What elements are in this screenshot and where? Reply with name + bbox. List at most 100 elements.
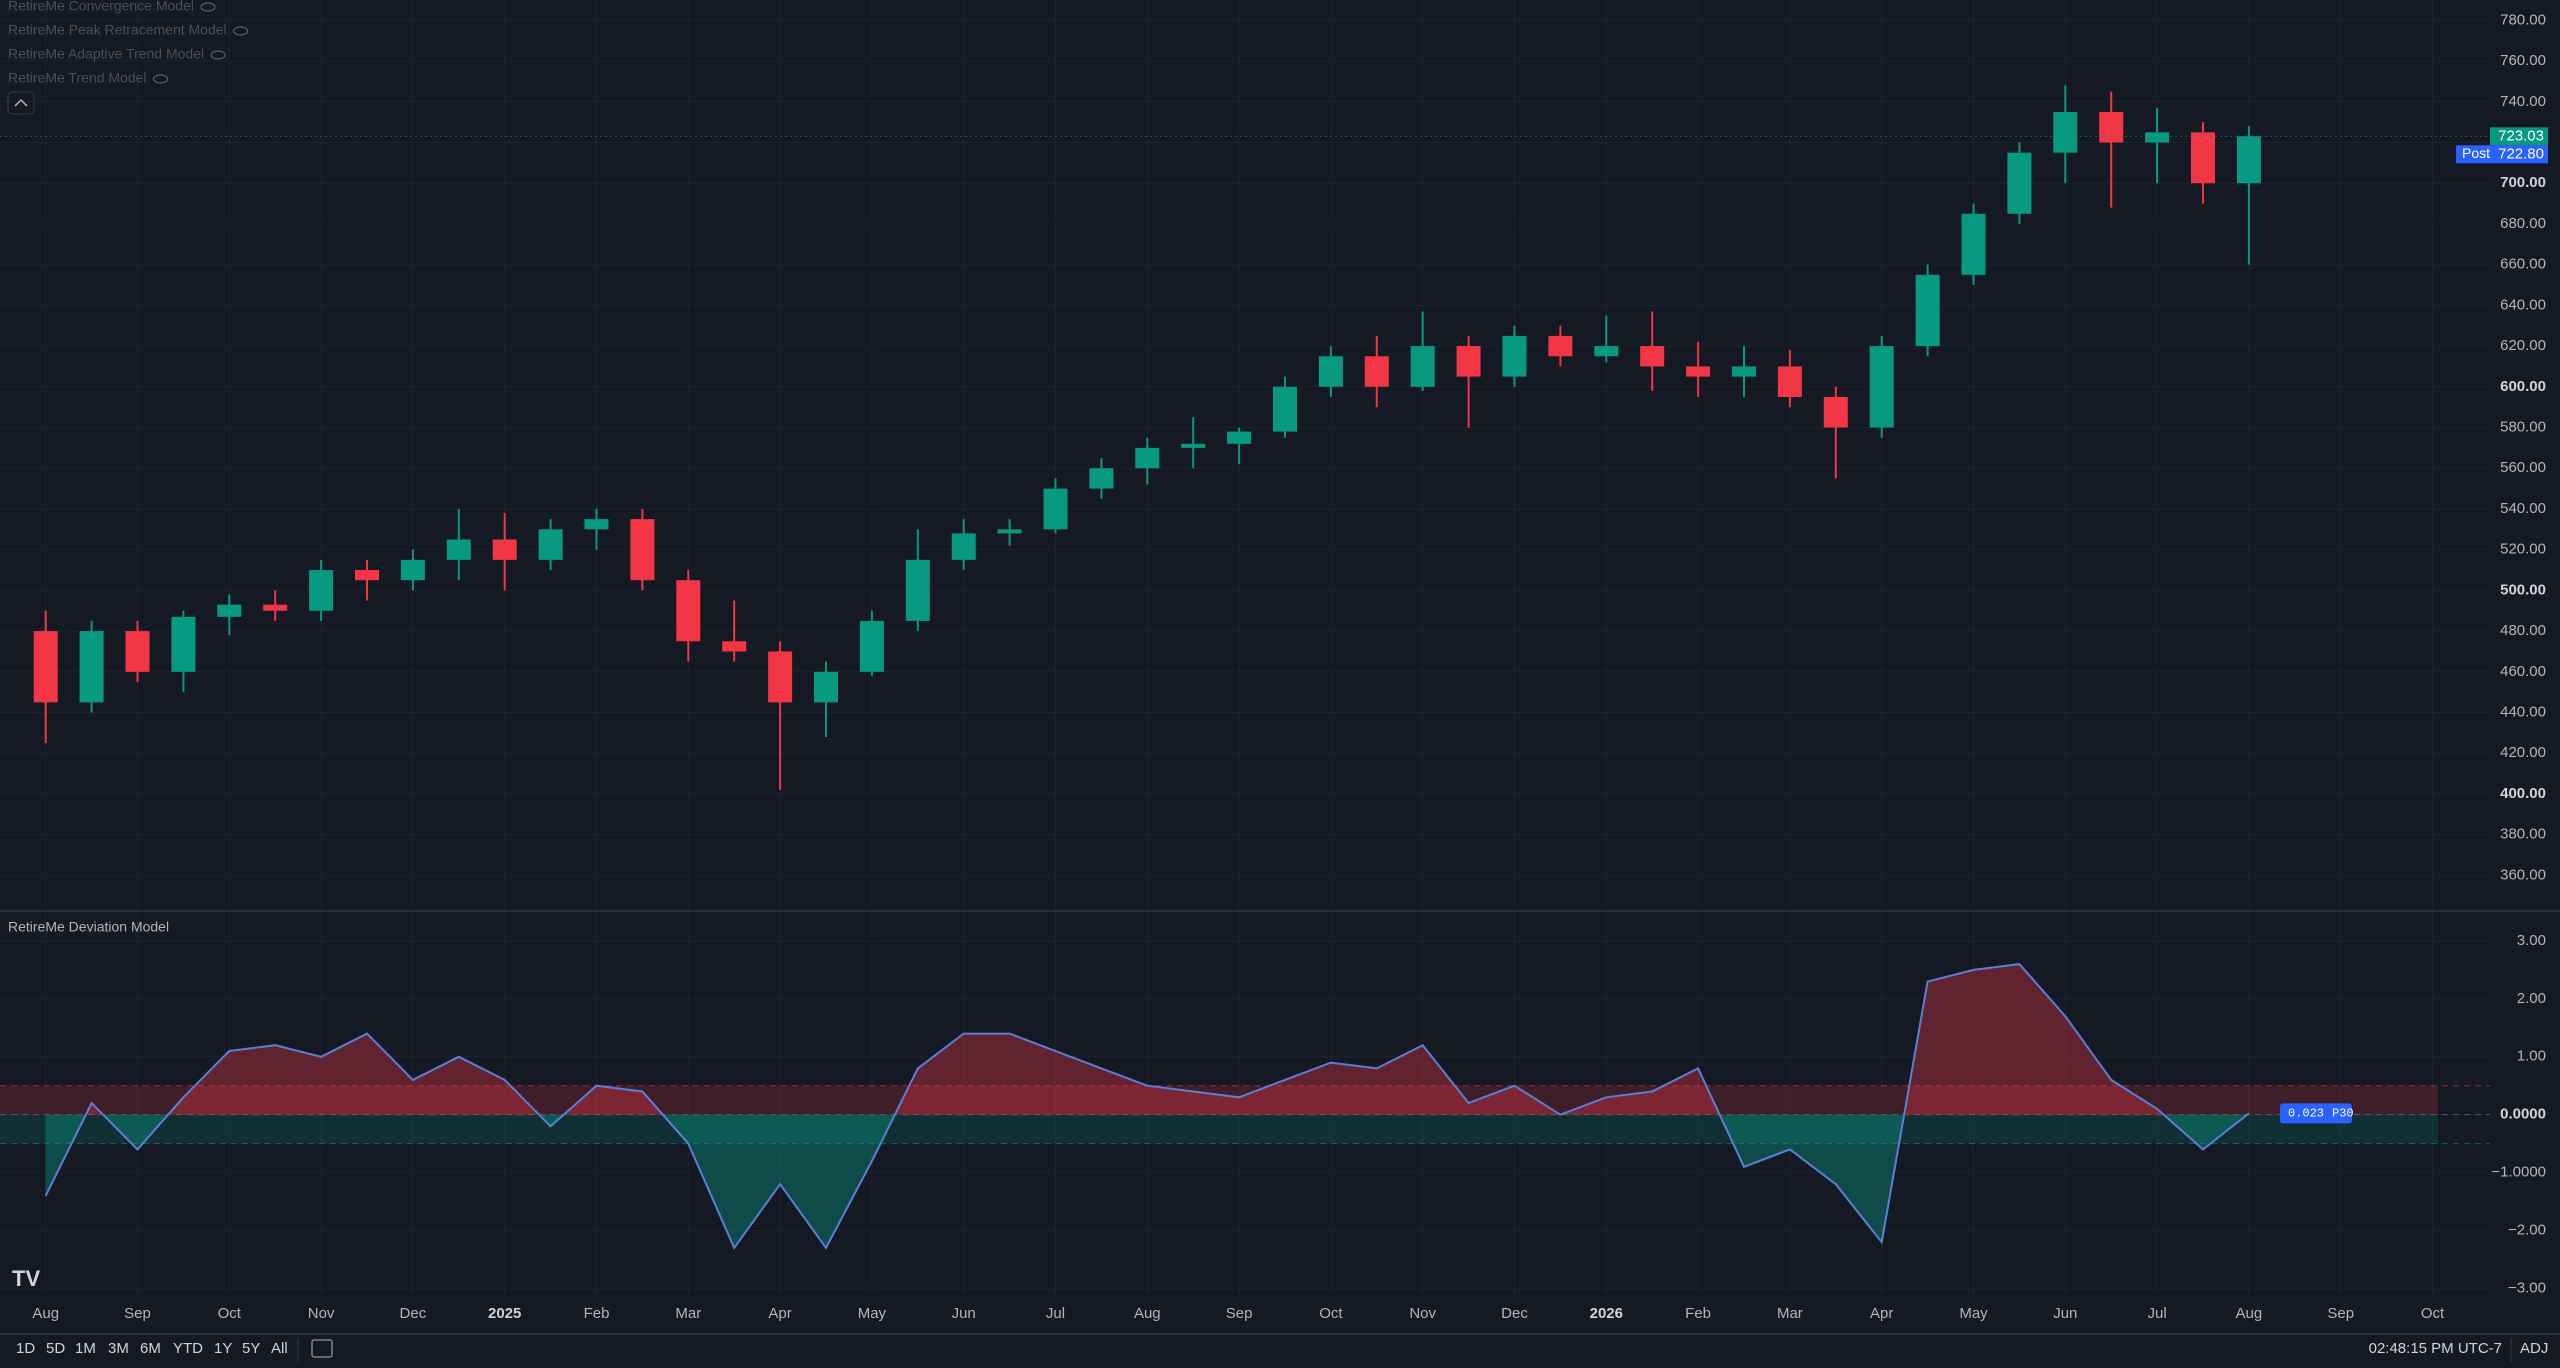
range-button[interactable]: All <box>271 1340 288 1357</box>
candle-body <box>492 539 517 560</box>
candle-body <box>1732 366 1756 377</box>
y-tick-label: 400.00 <box>2500 785 2546 802</box>
x-tick-label: Jul <box>1046 1305 1065 1322</box>
logo: TV <box>12 1266 40 1291</box>
plot <box>0 85 2490 1250</box>
collapse-button[interactable] <box>7 91 35 115</box>
x-tick-label: Sep <box>124 1305 151 1322</box>
candle-body <box>1456 346 1481 377</box>
x-tick-label: May <box>858 1305 887 1322</box>
last-price-tag <box>2490 127 2548 146</box>
level-band <box>0 1114 2438 1144</box>
x-tick-label: Aug <box>32 1305 59 1322</box>
y-tick-label: 380.00 <box>2500 826 2546 843</box>
y-tick-label: 780.00 <box>2500 11 2546 28</box>
candle-body <box>1135 447 1160 469</box>
grid <box>0 0 2490 1300</box>
date-range-icon[interactable] <box>311 1339 333 1358</box>
adj-button[interactable]: ADJ <box>2520 1340 2548 1357</box>
osc-tag-value: 0.023 <box>2288 1107 2324 1121</box>
visibility-icon[interactable] <box>210 50 226 60</box>
y-tick-label: 680.00 <box>2500 215 2546 232</box>
candle-body <box>1777 366 1802 397</box>
y-tick-label: 520.00 <box>2500 541 2546 558</box>
candle-body <box>1594 346 1619 357</box>
candle-body <box>1318 356 1343 387</box>
y-tick-label: 2.00 <box>2517 990 2546 1007</box>
candle-body <box>171 616 196 672</box>
y-tick-label: 760.00 <box>2500 52 2546 69</box>
candle-body <box>1364 356 1389 387</box>
y-tick-label: 420.00 <box>2500 744 2546 761</box>
range-button[interactable]: 1M <box>75 1340 96 1357</box>
candle-body <box>1640 346 1665 367</box>
indicator-name[interactable]: RetireMe Convergence Model <box>8 0 194 14</box>
candle-body <box>1502 335 1527 377</box>
indicator-name[interactable]: RetireMe Trend Model <box>8 70 147 86</box>
candle-body <box>1823 396 1848 428</box>
level-band <box>0 1085 2438 1115</box>
post-price-tag <box>2456 145 2548 164</box>
osc-tag <box>2280 1103 2352 1124</box>
y-tick-label: 440.00 <box>2500 703 2546 720</box>
y-tick-label: 360.00 <box>2500 866 2546 883</box>
x-tick-label: May <box>1959 1305 1988 1322</box>
candle-body <box>951 533 976 560</box>
x-tick-label: Nov <box>308 1305 335 1322</box>
candle-body <box>630 519 655 581</box>
y-tick-label: 0.0000 <box>2500 1106 2546 1123</box>
candle-body <box>1961 213 1986 275</box>
x-tick-label: Feb <box>1685 1305 1711 1322</box>
last-price-text: 723.03 <box>2498 127 2544 144</box>
range-button[interactable]: 5Y <box>242 1340 260 1357</box>
candle-body <box>1273 386 1297 432</box>
y-tick-label: 3.00 <box>2517 932 2546 949</box>
candle-body <box>997 529 1022 534</box>
range-button[interactable]: 3M <box>108 1340 129 1357</box>
candle-body <box>1043 488 1068 530</box>
candle-body <box>1915 274 1940 347</box>
line <box>44 963 2250 1250</box>
x-tick-label: Aug <box>1134 1305 1161 1322</box>
y-tick-label: 480.00 <box>2500 622 2546 639</box>
visibility-icon[interactable] <box>200 2 216 12</box>
x-tick-label: Jun <box>952 1305 976 1322</box>
range-button[interactable]: 5D <box>46 1340 65 1357</box>
y-tick-label: 640.00 <box>2500 296 2546 313</box>
x-tick-label: Apr <box>768 1305 791 1322</box>
candle-body <box>217 604 242 617</box>
candle-body <box>859 620 884 672</box>
visibility-icon[interactable] <box>233 26 249 36</box>
indicator-name[interactable]: RetireMe Peak Retracement Model <box>8 22 227 38</box>
indicator-name[interactable]: RetireMe Adaptive Trend Model <box>8 46 204 62</box>
x-tick-label: Mar <box>675 1305 701 1322</box>
osc-tag-name: P30 <box>2332 1107 2354 1121</box>
candle-body <box>1181 443 1206 448</box>
candle-body <box>400 559 425 581</box>
pane-title: RetireMe Deviation Model <box>8 919 169 935</box>
candle-body <box>1089 468 1114 489</box>
y-tick-label: 540.00 <box>2500 500 2546 517</box>
range-button[interactable]: 6M <box>140 1340 161 1357</box>
candle-body <box>538 529 563 560</box>
candle-body <box>33 631 58 703</box>
y-tick-label: 1.00 <box>2517 1048 2546 1065</box>
candle-body <box>1548 335 1573 357</box>
post-price-name: Post <box>2462 145 2490 161</box>
post-price-text: 722.80 <box>2498 145 2544 162</box>
candle-body <box>2191 132 2215 184</box>
range-button[interactable]: 1Y <box>214 1340 232 1357</box>
x-tick-label: Aug <box>2236 1305 2263 1322</box>
range-button[interactable]: 1D <box>16 1340 35 1357</box>
y-tick-label: 580.00 <box>2500 418 2546 435</box>
y-tick-label: 560.00 <box>2500 459 2546 476</box>
candle-body <box>125 631 150 672</box>
x-tick-label: Jun <box>2053 1305 2077 1322</box>
x-tick-label: Nov <box>1409 1305 1436 1322</box>
x-tick-label: 2026 <box>1590 1305 1623 1322</box>
visibility-icon[interactable] <box>153 74 169 84</box>
candle-body <box>355 570 379 581</box>
range-button[interactable]: YTD <box>173 1340 203 1357</box>
x-tick-label: 2025 <box>488 1305 521 1322</box>
